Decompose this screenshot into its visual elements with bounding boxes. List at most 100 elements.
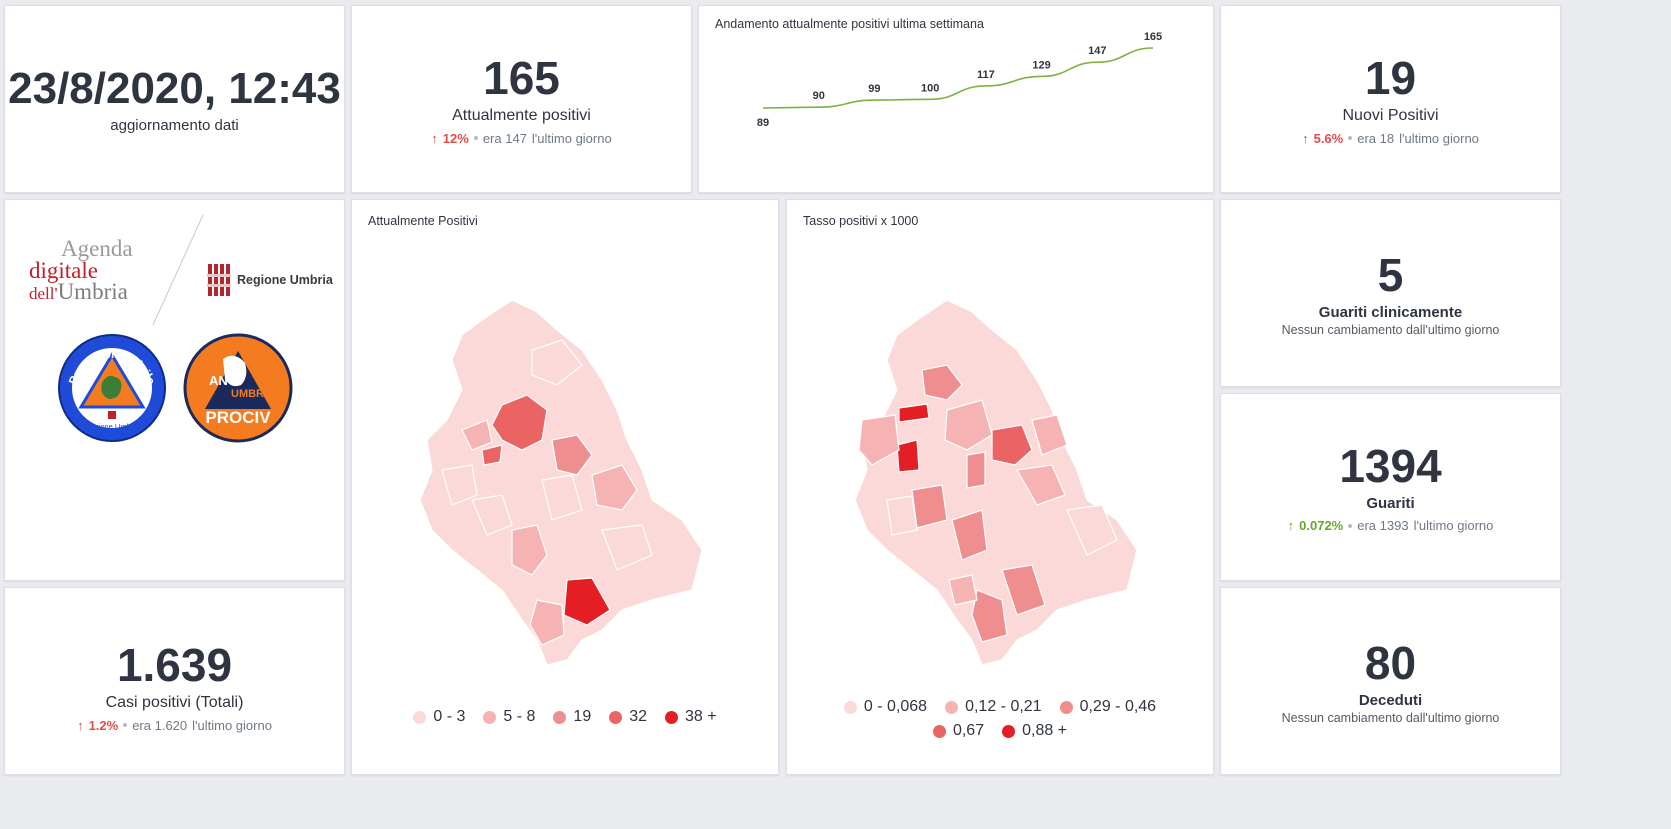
trend-data-label: 99 bbox=[868, 83, 880, 95]
logos-card: Agenda digitale dell'Umbria Regione Umbr… bbox=[4, 199, 345, 581]
legend-swatch bbox=[609, 710, 623, 724]
recovered-label: Guariti bbox=[1366, 495, 1415, 512]
total-cases-label: Casi positivi (Totali) bbox=[105, 693, 244, 711]
trend-chart: 89 90 99 100 117 129 147 165 bbox=[757, 31, 1162, 129]
agenda-logo-umbria: Umbria bbox=[57, 279, 128, 304]
trend-point[interactable] bbox=[872, 98, 876, 102]
arrow-up-icon: ↑ bbox=[77, 717, 84, 733]
anci-text-1: ANCI bbox=[209, 373, 241, 388]
map-positives-card: Attualmente Positivi 0 - 3 5 - 8 19 32 38 + bbox=[351, 199, 779, 775]
legend-swatch bbox=[1059, 700, 1073, 714]
trend-point[interactable] bbox=[928, 97, 932, 101]
map-positives-legend-item[interactable]: 19 bbox=[553, 708, 591, 726]
legend-label: 0,29 - 0,46 bbox=[1079, 698, 1157, 715]
total-cases-was: era 1.620 bbox=[132, 717, 188, 733]
total-cases-value: 1.639 bbox=[116, 638, 233, 691]
legend-label: 0 - 3 bbox=[433, 708, 466, 725]
trend-point[interactable] bbox=[1040, 74, 1044, 78]
new-positives-pct: 5.6% bbox=[1313, 130, 1344, 146]
trend-data-label: 100 bbox=[921, 82, 939, 94]
trend-data-label: 147 bbox=[1088, 45, 1106, 57]
total-cases-pct: 1.2% bbox=[88, 717, 119, 733]
legend-swatch bbox=[413, 710, 427, 724]
trend-card: Andamento attualmente positivi ultima se… bbox=[698, 5, 1214, 193]
total-cases-delta: ↑ 1.2% era 1.620 l'ultimo giorno bbox=[77, 718, 272, 733]
trend-series-line bbox=[762, 47, 1154, 109]
legend-label: 38 + bbox=[685, 708, 717, 725]
separator-dot bbox=[473, 136, 478, 140]
arrow-up-icon: ↑ bbox=[1302, 130, 1309, 146]
trend-point[interactable] bbox=[761, 106, 765, 110]
arrow-up-icon: ↑ bbox=[431, 130, 438, 146]
umbria-map-rate[interactable] bbox=[787, 270, 1214, 690]
regione-emblem-icon bbox=[207, 262, 231, 298]
legend-swatch bbox=[665, 710, 679, 724]
legend-swatch bbox=[945, 700, 959, 714]
trend-data-label: 89 bbox=[757, 117, 769, 129]
legend-label: 0,67 bbox=[952, 722, 985, 739]
legend-label: 19 bbox=[573, 708, 592, 725]
trend-data-label: 129 bbox=[1032, 59, 1050, 71]
trend-data-label: 165 bbox=[1144, 31, 1162, 43]
map-rate-legend-item[interactable]: 0 - 0,068 bbox=[843, 698, 928, 716]
anci-prociv-logo: ANCI UMBRIA PROCIV bbox=[183, 333, 293, 443]
recovered-delta: ↑ 0.072% era 1393 l'ultimo giorno bbox=[1288, 518, 1494, 533]
arrow-up-icon: ↑ bbox=[1287, 518, 1295, 533]
anci-text-3: PROCIV bbox=[205, 408, 271, 427]
trend-point[interactable] bbox=[984, 84, 988, 88]
update-card: 23/8/2020, 12:43 aggiornamento dati bbox=[4, 5, 345, 193]
trend-point[interactable] bbox=[1151, 46, 1155, 50]
agenda-logo-dell: dell' bbox=[29, 284, 58, 303]
protezione-civile-subtext: Regione Umbria bbox=[85, 422, 140, 431]
positives-value: 165 bbox=[483, 51, 560, 104]
anci-text-2: UMBRIA bbox=[231, 388, 275, 400]
map-rate-card: Tasso positivi x 1000 0 - 0,068 0,12 - 0,… bbox=[786, 199, 1214, 775]
map-rate-legend-item[interactable]: 0,12 - 0,21 bbox=[945, 698, 1042, 716]
clinically-recovered-value: 5 bbox=[1377, 248, 1404, 301]
total-cases-card: 1.639 Casi positivi (Totali) ↑ 1.2% era … bbox=[4, 587, 345, 775]
umbria-map-positives[interactable] bbox=[352, 270, 779, 690]
recovered-suffix: l'ultimo giorno bbox=[1413, 518, 1494, 533]
legend-label: 32 bbox=[629, 708, 648, 725]
protezione-civile-logo: Protezione Civile Regione Umbria bbox=[58, 334, 166, 442]
positives-card: 165 Attualmente positivi ↑ 12% era 147 l… bbox=[351, 5, 692, 193]
deceased-value: 80 bbox=[1364, 636, 1417, 689]
map-rate-legend-item[interactable]: 0,88 + bbox=[1002, 722, 1067, 740]
new-positives-card: 19 Nuovi Positivi ↑ 5.6% era 18 l'ultimo… bbox=[1220, 5, 1561, 193]
new-positives-delta: ↑ 5.6% era 18 l'ultimo giorno bbox=[1302, 131, 1479, 146]
legend-label: 0 - 0,068 bbox=[863, 698, 928, 715]
total-cases-suffix: l'ultimo giorno bbox=[192, 717, 272, 733]
recovered-pct: 0.072% bbox=[1299, 518, 1344, 533]
trend-data-label: 90 bbox=[813, 90, 825, 102]
positives-suffix: l'ultimo giorno bbox=[531, 130, 612, 146]
deceased-label: Deceduti bbox=[1358, 691, 1423, 709]
positives-was: era 147 bbox=[482, 130, 527, 146]
agenda-logo-line2: digitale bbox=[29, 258, 98, 283]
separator-dot bbox=[1348, 136, 1353, 140]
new-positives-value: 19 bbox=[1364, 51, 1417, 104]
agenda-digitale-logo: Agenda digitale dell'Umbria bbox=[29, 237, 133, 304]
deceased-card: 80 Deceduti Nessun cambiamento dall'ulti… bbox=[1220, 587, 1561, 775]
separator-dot bbox=[123, 723, 128, 727]
separator-dot bbox=[1348, 523, 1353, 528]
clinically-recovered-label: Guariti clinicamente bbox=[1318, 303, 1463, 321]
update-label: aggiornamento dati bbox=[110, 116, 239, 134]
positives-label: Attualmente positivi bbox=[452, 106, 591, 124]
map-positives-legend-item[interactable]: 32 bbox=[609, 708, 647, 726]
map-positives-legend-item[interactable]: 5 - 8 bbox=[483, 708, 535, 726]
new-positives-suffix: l'ultimo giorno bbox=[1399, 130, 1479, 146]
map-positives-legend-item[interactable]: 38 + bbox=[665, 708, 717, 726]
map-rate-legend-item[interactable]: 0,67 bbox=[932, 722, 985, 740]
trend-point[interactable] bbox=[1095, 60, 1099, 64]
trend-point[interactable] bbox=[817, 105, 821, 109]
map-positives-legend-item[interactable]: 0 - 3 bbox=[413, 708, 465, 726]
map-rate-title: Tasso positivi x 1000 bbox=[803, 214, 919, 228]
positives-pct: 12% bbox=[442, 130, 469, 146]
new-positives-was: era 18 bbox=[1357, 130, 1395, 146]
legend-label: 0,88 + bbox=[1022, 722, 1068, 739]
legend-swatch bbox=[932, 724, 946, 738]
clinically-recovered-card: 5 Guariti clinicamente Nessun cambiament… bbox=[1220, 199, 1561, 387]
deceased-note: Nessun cambiamento dall'ultimo giorno bbox=[1281, 710, 1500, 725]
legend-swatch bbox=[553, 710, 567, 724]
map-rate-legend-item[interactable]: 0,29 - 0,46 bbox=[1059, 698, 1157, 716]
